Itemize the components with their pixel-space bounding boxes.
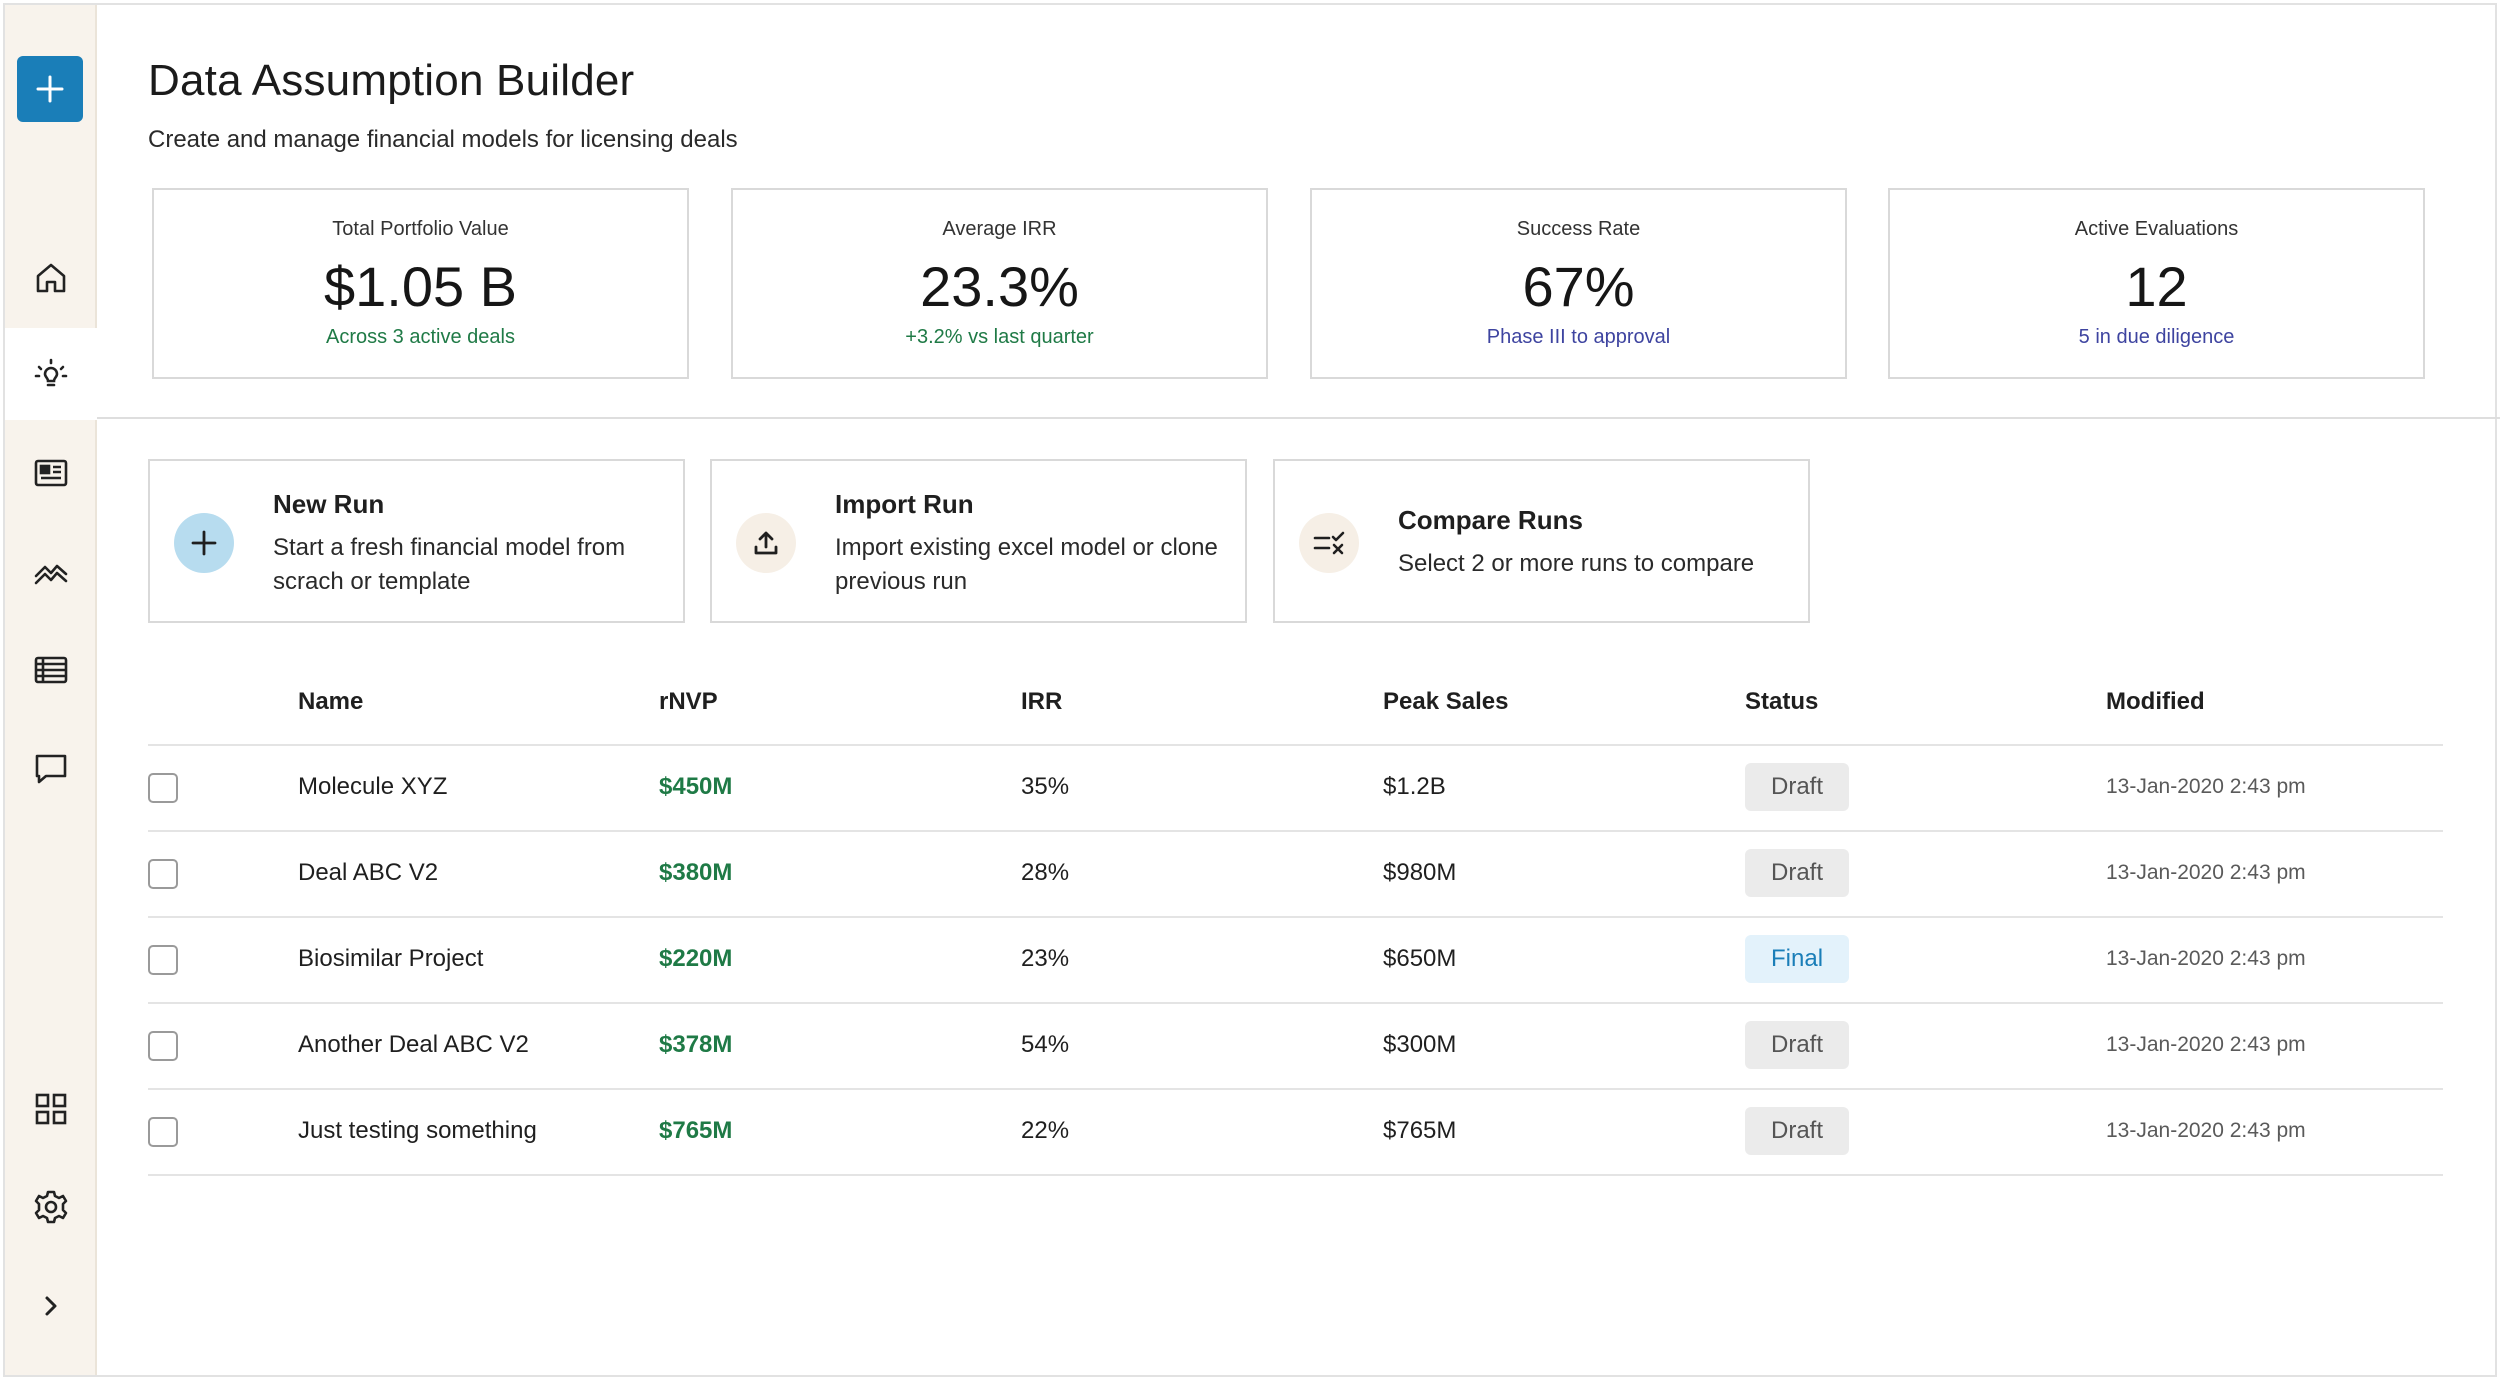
cell-peak-sales: $300M xyxy=(1383,1031,1457,1058)
cell-irr: 28% xyxy=(1021,859,1070,886)
sidebar-item-messages[interactable] xyxy=(5,723,97,815)
column-header-modified[interactable]: Modified xyxy=(2106,688,2205,715)
sidebar-item-analytics[interactable] xyxy=(5,525,97,617)
kpi-label: Active Evaluations xyxy=(2074,218,2239,240)
kpi-card-success-rate: Success Rate 67% Phase III to approval xyxy=(1310,188,1847,379)
import-run-card[interactable]: Import Run Import existing excel model o… xyxy=(710,459,1247,623)
sidebar-item-settings[interactable] xyxy=(5,1161,97,1253)
kpi-label: Success Rate xyxy=(1516,218,1641,240)
table-row[interactable]: Biosimilar Project $220M 23% $650M Final… xyxy=(148,916,2443,1002)
section-divider xyxy=(97,417,2500,419)
action-title: Import Run xyxy=(835,489,974,519)
cell-modified: 13-Jan-2020 2:43 pm xyxy=(2106,775,2306,798)
cell-name: Another Deal ABC V2 xyxy=(298,1031,529,1058)
column-header-status[interactable]: Status xyxy=(1745,688,1819,715)
column-header-peak-sales[interactable]: Peak Sales xyxy=(1383,688,1509,715)
cell-rnvp: $380M xyxy=(659,859,733,886)
kpi-label: Total Portfolio Value xyxy=(332,218,509,240)
upload-icon xyxy=(736,513,796,573)
chevron-right-icon xyxy=(45,1296,57,1316)
chat-icon xyxy=(35,754,67,784)
column-header-irr[interactable]: IRR xyxy=(1021,688,1063,715)
plus-icon xyxy=(174,513,234,573)
kpi-value: $1.05 B xyxy=(323,255,518,318)
cell-modified: 13-Jan-2020 2:43 pm xyxy=(2106,1119,2306,1142)
status-badge: Draft xyxy=(1745,763,1850,811)
table-row[interactable]: Just testing something $765M 22% $765M D… xyxy=(148,1088,2443,1174)
page-title: Data Assumption Builder xyxy=(148,56,635,105)
plus-icon xyxy=(36,75,64,103)
home-icon xyxy=(36,263,66,293)
page-subtitle: Create and manage financial models for l… xyxy=(148,126,738,153)
kpi-value: 67% xyxy=(1522,255,1635,318)
compare-runs-card[interactable]: Compare Runs Select 2 or more runs to co… xyxy=(1273,459,1810,623)
kpi-label: Average IRR xyxy=(942,218,1057,240)
cell-modified: 13-Jan-2020 2:43 pm xyxy=(2106,947,2306,970)
row-checkbox[interactable] xyxy=(148,1031,178,1061)
cell-rnvp: $220M xyxy=(659,945,733,972)
cell-modified: 13-Jan-2020 2:43 pm xyxy=(2106,1033,2306,1056)
row-checkbox[interactable] xyxy=(148,945,178,975)
column-header-rnvp[interactable]: rNVP xyxy=(659,688,718,715)
table-bottom-border xyxy=(148,1174,2443,1176)
kpi-card-average-irr: Average IRR 23.3% +3.2% vs last quarter xyxy=(731,188,1268,379)
row-checkbox[interactable] xyxy=(148,859,178,889)
cell-irr: 35% xyxy=(1021,773,1070,800)
sidebar-item-ideas[interactable] xyxy=(5,328,97,420)
grid-icon xyxy=(35,1093,67,1125)
table-row[interactable]: Molecule XYZ $450M 35% $1.2B Draft 13-Ja… xyxy=(148,744,2443,830)
action-description: Import existing excel model or clone pre… xyxy=(835,534,1218,595)
row-checkbox[interactable] xyxy=(148,1117,178,1147)
cell-name: Just testing something xyxy=(298,1117,537,1144)
sidebar-item-apps[interactable] xyxy=(5,1063,97,1155)
cell-name: Deal ABC V2 xyxy=(298,859,439,886)
cell-peak-sales: $980M xyxy=(1383,859,1457,886)
action-title: New Run xyxy=(273,489,385,519)
kpi-value: 12 xyxy=(2125,255,2188,318)
kpi-note: +3.2% vs last quarter xyxy=(905,326,1094,348)
table-row[interactable]: Deal ABC V2 $380M 28% $980M Draft 13-Jan… xyxy=(148,830,2443,916)
sidebar-expand-button[interactable] xyxy=(5,1260,97,1352)
cell-peak-sales: $1.2B xyxy=(1383,773,1446,800)
sidebar-item-news[interactable] xyxy=(5,427,97,519)
cell-irr: 22% xyxy=(1021,1117,1070,1144)
cell-irr: 23% xyxy=(1021,945,1070,972)
new-item-button[interactable] xyxy=(17,56,83,122)
cell-rnvp: $450M xyxy=(659,773,733,800)
action-description: Select 2 or more runs to compare xyxy=(1398,550,1755,577)
chart-icon xyxy=(34,564,68,585)
cell-rnvp: $378M xyxy=(659,1031,733,1058)
cell-peak-sales: $650M xyxy=(1383,945,1457,972)
row-checkbox[interactable] xyxy=(148,773,178,803)
sidebar xyxy=(5,5,97,1375)
sidebar-item-home[interactable] xyxy=(5,232,97,324)
cell-rnvp: $765M xyxy=(659,1117,733,1144)
kpi-card-active-evaluations: Active Evaluations 12 5 in due diligence xyxy=(1888,188,2425,379)
column-header-name[interactable]: Name xyxy=(298,688,364,715)
kpi-note: Phase III to approval xyxy=(1486,326,1671,348)
kpi-card-portfolio-value: Total Portfolio Value $1.05 B Across 3 a… xyxy=(152,188,689,379)
status-badge: Draft xyxy=(1745,849,1850,897)
gear-icon xyxy=(34,1190,68,1224)
status-badge: Draft xyxy=(1745,1107,1850,1155)
cell-modified: 13-Jan-2020 2:43 pm xyxy=(2106,861,2306,884)
lightbulb-icon xyxy=(34,358,68,387)
newspaper-icon xyxy=(34,459,68,487)
status-badge: Draft xyxy=(1745,1021,1850,1069)
status-badge: Final xyxy=(1745,935,1850,983)
table-row[interactable]: Another Deal ABC V2 $378M 54% $300M Draf… xyxy=(148,1002,2443,1088)
cell-peak-sales: $765M xyxy=(1383,1117,1457,1144)
cell-irr: 54% xyxy=(1021,1031,1070,1058)
sidebar-item-table[interactable] xyxy=(5,624,97,716)
cell-name: Molecule XYZ xyxy=(298,773,448,800)
cell-name: Biosimilar Project xyxy=(298,945,484,972)
compare-icon xyxy=(1299,513,1359,573)
new-run-card[interactable]: New Run Start a fresh financial model fr… xyxy=(148,459,685,623)
kpi-value: 23.3% xyxy=(920,255,1079,318)
action-description: Start a fresh financial model from scrac… xyxy=(273,534,626,595)
kpi-note: Across 3 active deals xyxy=(326,326,515,348)
kpi-note: 5 in due diligence xyxy=(2078,326,2235,348)
table-icon xyxy=(34,656,68,684)
action-title: Compare Runs xyxy=(1398,505,1583,535)
